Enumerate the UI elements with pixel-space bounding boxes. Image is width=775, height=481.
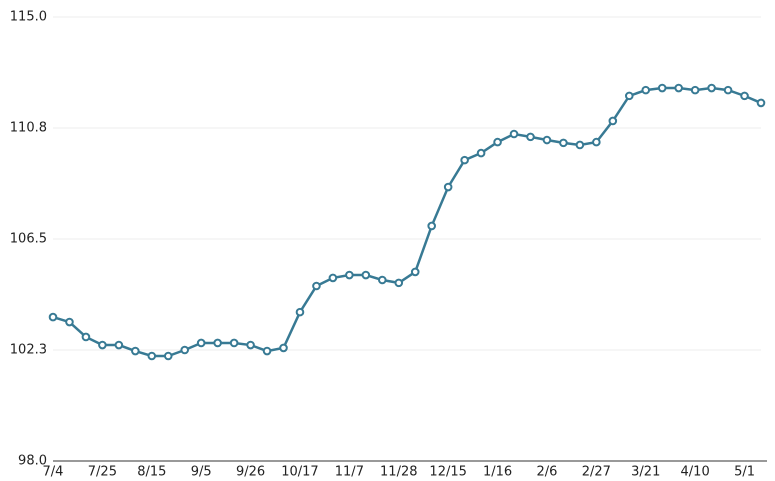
point [114,340,124,350]
point [361,270,371,280]
x-tick-label: 2/6 [536,465,557,480]
point [460,155,469,165]
y-tick-label: 102.3 [10,343,47,358]
x-tick-label: 10/17 [281,465,318,480]
x-tick-label: 2/27 [582,465,611,480]
point [509,129,519,139]
point [81,332,91,342]
point [657,83,667,93]
point [328,273,338,283]
point [443,182,453,192]
x-tick-label: 7/25 [88,465,117,480]
point [559,138,568,148]
point [147,351,157,361]
x-tick-label: 3/21 [631,465,660,480]
point [723,85,733,95]
point [740,91,749,101]
point [493,137,502,147]
point [592,137,601,147]
point [196,338,206,348]
point [378,275,387,285]
point [279,343,288,353]
point [575,140,585,150]
point [262,346,272,356]
y-tick-label: 110.8 [10,121,47,136]
x-tick-label: 8/15 [137,465,166,480]
x-tick-label: 1/16 [483,465,512,480]
y-tick-label: 115.0 [10,10,47,25]
x-tick-label: 11/28 [380,465,417,480]
x-tick-label: 12/15 [429,465,466,480]
point [229,338,239,348]
point [674,83,683,93]
x-tick-label: 11/7 [335,465,364,480]
point [641,85,651,95]
point [65,317,74,327]
point [476,148,486,158]
point [131,346,140,356]
point [394,278,404,288]
x-tick-label: 7/4 [43,465,64,480]
point [707,83,716,93]
point [48,312,58,322]
point [163,351,173,361]
point [246,340,255,350]
point [312,281,321,291]
point [410,267,420,277]
y-tick-label: 106.5 [10,232,47,247]
point [526,132,535,142]
point [180,345,190,355]
point [213,338,222,348]
x-tick-label: 4/10 [681,465,710,480]
point [427,221,436,231]
point [295,307,305,317]
point [690,85,700,95]
point [542,135,552,145]
x-tick-label: 5/1 [734,465,755,480]
x-tick-label: 9/5 [191,465,212,480]
point [624,91,634,101]
x-tick-label: 9/26 [236,465,265,480]
point [98,340,107,350]
point [345,270,354,280]
point [608,116,618,126]
point [756,98,766,108]
y-tick-label: 98.0 [18,454,47,469]
